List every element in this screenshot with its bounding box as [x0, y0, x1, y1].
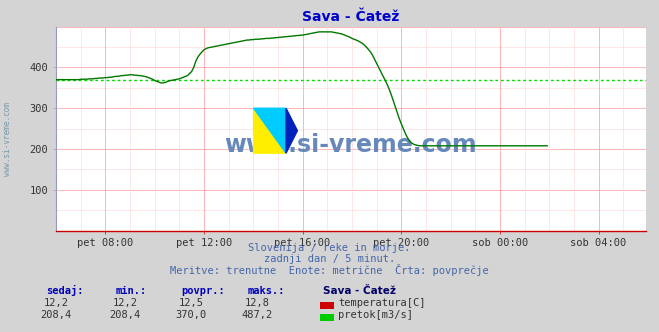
Text: 12,8: 12,8	[244, 298, 270, 308]
Text: povpr.:: povpr.:	[181, 286, 225, 296]
Text: 487,2: 487,2	[241, 310, 273, 320]
Text: zadnji dan / 5 minut.: zadnji dan / 5 minut.	[264, 254, 395, 264]
Text: Sava - Čatež: Sava - Čatež	[323, 286, 396, 296]
Text: pretok[m3/s]: pretok[m3/s]	[338, 310, 413, 320]
Text: 208,4: 208,4	[40, 310, 72, 320]
Polygon shape	[254, 108, 286, 153]
Title: Sava - Čatež: Sava - Čatež	[302, 10, 399, 24]
Text: temperatura[C]: temperatura[C]	[338, 298, 426, 308]
Text: 12,2: 12,2	[43, 298, 69, 308]
Text: 208,4: 208,4	[109, 310, 141, 320]
Text: min.:: min.:	[115, 286, 146, 296]
Text: 370,0: 370,0	[175, 310, 207, 320]
Text: 12,5: 12,5	[179, 298, 204, 308]
Text: sedaj:: sedaj:	[46, 285, 84, 296]
Polygon shape	[286, 108, 297, 153]
Text: 12,2: 12,2	[113, 298, 138, 308]
Text: maks.:: maks.:	[247, 286, 285, 296]
Text: Meritve: trenutne  Enote: metrične  Črta: povprečje: Meritve: trenutne Enote: metrične Črta: …	[170, 264, 489, 276]
Text: Slovenija / reke in morje.: Slovenija / reke in morje.	[248, 243, 411, 253]
Text: www.si-vreme.com: www.si-vreme.com	[3, 103, 13, 176]
Text: www.si-vreme.com: www.si-vreme.com	[225, 133, 477, 157]
Polygon shape	[254, 108, 286, 153]
